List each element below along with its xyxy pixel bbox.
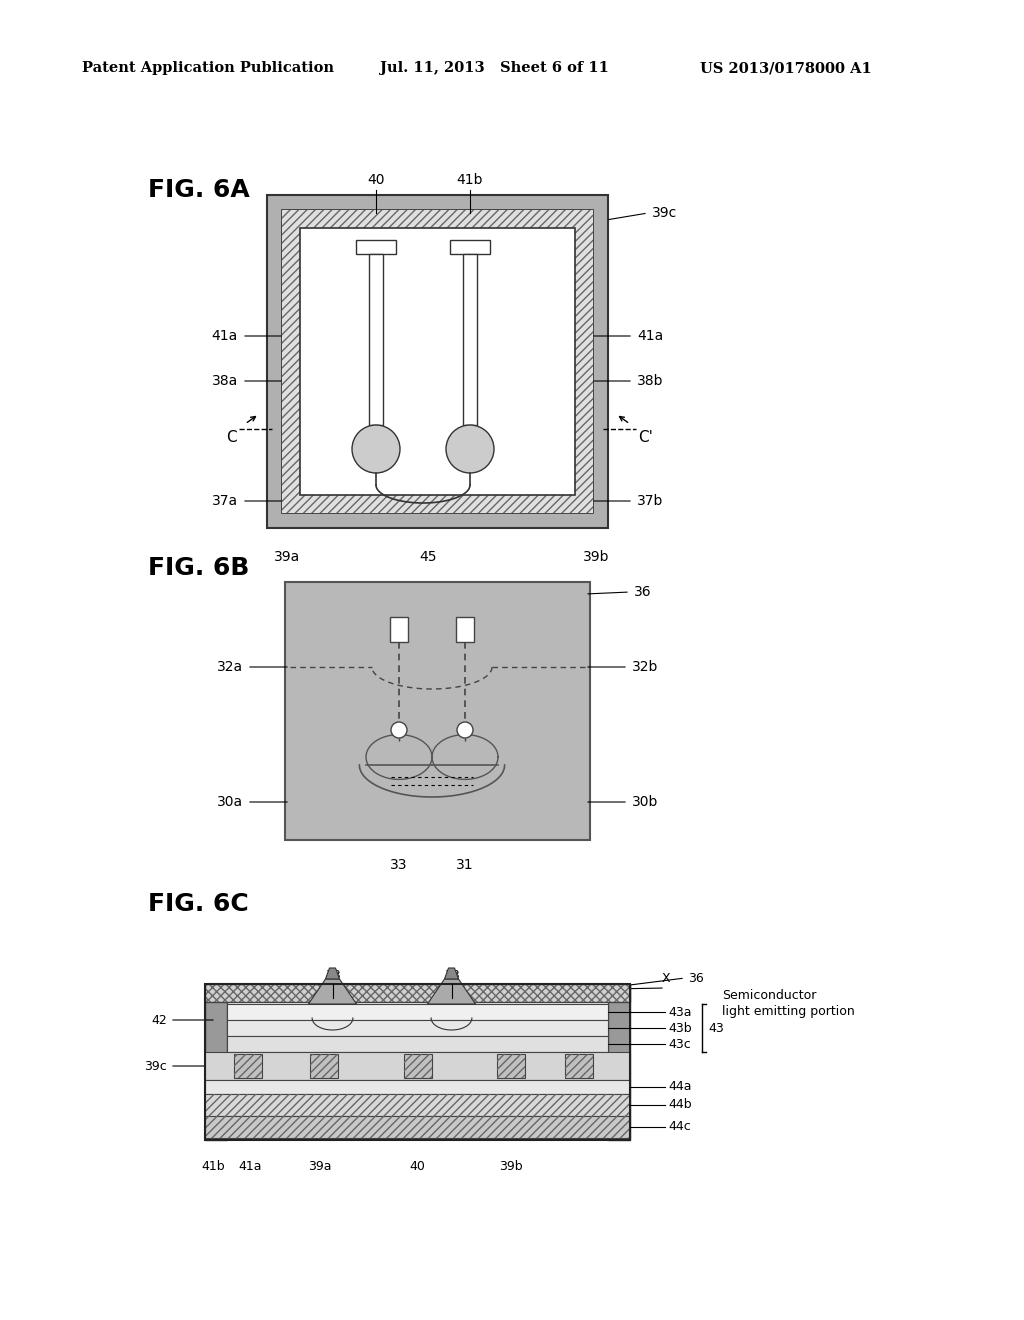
Text: 39c: 39c: [652, 206, 677, 220]
Polygon shape: [308, 979, 356, 1005]
Text: C: C: [226, 430, 237, 445]
Circle shape: [391, 722, 407, 738]
Text: 41b: 41b: [201, 1160, 225, 1173]
Text: Jul. 11, 2013   Sheet 6 of 11: Jul. 11, 2013 Sheet 6 of 11: [380, 61, 609, 75]
Text: 39a: 39a: [308, 1160, 332, 1173]
Circle shape: [352, 425, 400, 473]
Bar: [233, 1053, 261, 1078]
Text: Patent Application Publication: Patent Application Publication: [82, 61, 334, 75]
Text: 39c: 39c: [144, 1060, 167, 1072]
Text: 38b: 38b: [637, 374, 664, 388]
Text: 39b: 39b: [499, 1160, 523, 1173]
Bar: [233, 1053, 261, 1078]
Bar: [285, 582, 590, 840]
Text: 40: 40: [410, 1160, 425, 1173]
Text: 41a: 41a: [637, 329, 664, 343]
Text: 42: 42: [152, 1014, 167, 1027]
Polygon shape: [427, 979, 475, 1005]
Bar: [565, 1053, 593, 1078]
Text: 36: 36: [688, 972, 703, 985]
Text: 31: 31: [456, 858, 474, 873]
Text: C': C': [638, 430, 653, 445]
Bar: [205, 1115, 630, 1138]
Bar: [227, 1020, 608, 1036]
Text: 32b: 32b: [632, 660, 658, 675]
Bar: [356, 240, 396, 253]
Text: 39a: 39a: [273, 550, 300, 564]
Bar: [403, 1053, 431, 1078]
Bar: [205, 1115, 630, 1138]
Text: 37a: 37a: [212, 494, 238, 508]
Text: 40: 40: [368, 173, 385, 187]
Text: FIG. 6C: FIG. 6C: [148, 892, 249, 916]
Circle shape: [446, 425, 494, 473]
Text: 43a: 43a: [668, 1006, 691, 1019]
Bar: [310, 1053, 338, 1078]
Bar: [205, 1094, 630, 1115]
Text: 38a: 38a: [212, 374, 238, 388]
Text: US 2013/0178000 A1: US 2013/0178000 A1: [700, 61, 871, 75]
Text: 39b: 39b: [583, 550, 609, 564]
Text: 45: 45: [419, 550, 437, 564]
Polygon shape: [444, 968, 459, 979]
Bar: [205, 1094, 630, 1115]
Text: X: X: [662, 972, 671, 985]
Text: 41a: 41a: [212, 329, 238, 343]
Bar: [300, 228, 575, 495]
Polygon shape: [326, 968, 340, 979]
Bar: [310, 1053, 338, 1078]
Bar: [369, 253, 383, 425]
Bar: [463, 253, 477, 425]
Bar: [205, 983, 227, 1140]
Bar: [497, 1053, 525, 1078]
Bar: [608, 983, 630, 1140]
Text: 30b: 30b: [632, 795, 658, 809]
Bar: [227, 1005, 608, 1020]
Text: 43c: 43c: [668, 1038, 691, 1051]
Text: 44a: 44a: [668, 1081, 691, 1093]
Text: FIG. 6B: FIG. 6B: [148, 556, 250, 579]
Circle shape: [457, 722, 473, 738]
Bar: [205, 1052, 630, 1080]
Text: FIG. 6A: FIG. 6A: [148, 178, 250, 202]
Bar: [205, 983, 630, 1002]
Bar: [497, 1053, 525, 1078]
Bar: [282, 210, 593, 513]
Text: Semiconductor: Semiconductor: [722, 989, 816, 1002]
Text: 33: 33: [390, 858, 408, 873]
Text: 32a: 32a: [217, 660, 243, 675]
Text: 41b: 41b: [457, 173, 483, 187]
Bar: [205, 983, 630, 1002]
Text: 33: 33: [325, 969, 340, 982]
Bar: [205, 1080, 630, 1094]
Bar: [267, 195, 608, 528]
Bar: [282, 210, 593, 513]
Text: 37b: 37b: [637, 494, 664, 508]
Bar: [205, 983, 630, 1140]
Bar: [450, 240, 490, 253]
Text: 41a: 41a: [239, 1160, 262, 1173]
Text: 30a: 30a: [217, 795, 243, 809]
Text: 33: 33: [443, 969, 460, 982]
Bar: [456, 616, 474, 642]
Bar: [565, 1053, 593, 1078]
Text: light emitting portion: light emitting portion: [722, 1005, 855, 1018]
Text: 43: 43: [708, 1022, 724, 1035]
Text: 44b: 44b: [668, 1098, 691, 1111]
Bar: [227, 1036, 608, 1052]
Bar: [403, 1053, 431, 1078]
Text: 36: 36: [634, 585, 651, 599]
Bar: [390, 616, 408, 642]
Text: 43b: 43b: [668, 1022, 691, 1035]
Text: 44c: 44c: [668, 1121, 691, 1134]
